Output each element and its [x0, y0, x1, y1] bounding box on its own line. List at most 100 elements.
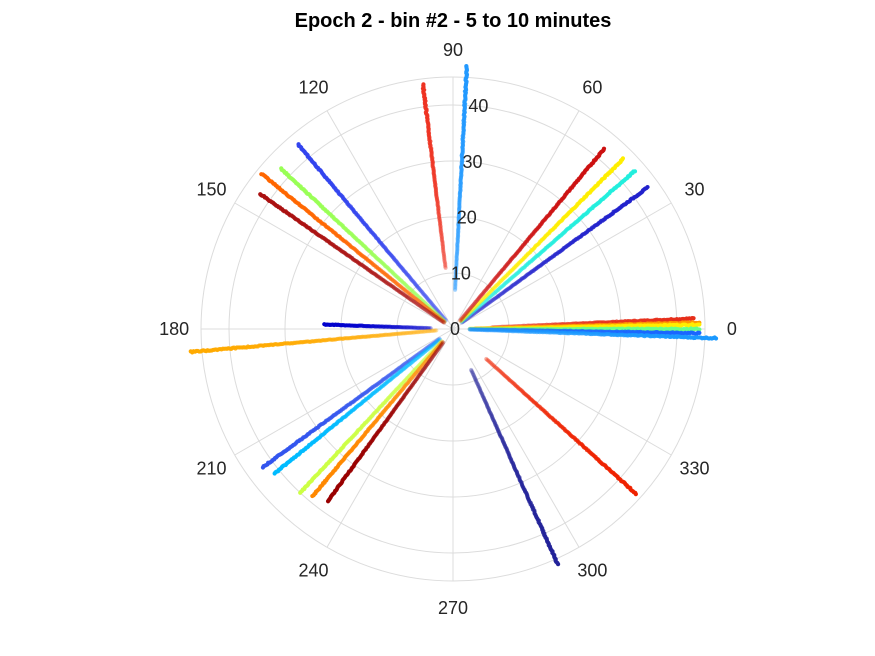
data-point: [418, 300, 423, 305]
data-point: [413, 281, 418, 287]
data-point: [439, 340, 444, 346]
data-point: [490, 328, 495, 333]
data-point: [476, 296, 481, 302]
data-point: [424, 363, 429, 368]
data-point: [467, 312, 473, 317]
data-point: [435, 343, 440, 348]
data-point: [495, 327, 500, 332]
data-point: [462, 318, 467, 323]
angle-tick-label: 300: [577, 561, 607, 581]
data-point: [463, 311, 468, 317]
data-point: [487, 294, 493, 299]
data-point: [506, 326, 512, 332]
data-point: [442, 258, 447, 264]
data-point: [515, 325, 520, 330]
data-point: [436, 309, 441, 314]
data-point: [713, 336, 719, 341]
data-point: [432, 351, 438, 357]
data-point: [473, 310, 478, 315]
data-point: [477, 327, 482, 332]
data-point: [491, 363, 496, 368]
data-point: [411, 368, 416, 373]
data-point: [490, 327, 495, 332]
data-point: [434, 346, 439, 351]
data-point: [478, 389, 483, 394]
data-point: [409, 288, 415, 293]
data-point: [486, 284, 492, 289]
data-point: [440, 339, 445, 344]
data-point: [419, 364, 424, 369]
data-point: [432, 341, 437, 347]
data-point: [495, 288, 500, 293]
data-point: [418, 350, 423, 355]
data-point: [455, 245, 460, 251]
data-point: [260, 465, 266, 470]
data-point: [439, 318, 444, 324]
data-point: [408, 292, 413, 297]
grid-spoke: [234, 328, 454, 456]
data-point: [483, 328, 488, 333]
data-point: [414, 353, 419, 358]
data-point: [505, 375, 510, 380]
data-point: [437, 337, 443, 342]
data-point: [460, 315, 465, 320]
data-point: [488, 328, 493, 333]
data-point: [426, 360, 431, 366]
data-point: [476, 383, 481, 388]
data-point: [504, 374, 509, 379]
data-point: [470, 312, 475, 318]
data-point: [481, 327, 486, 332]
data-point: [435, 308, 440, 313]
data-point: [441, 320, 446, 325]
data-point: [430, 302, 435, 307]
data-point: [482, 299, 487, 304]
data-point: [419, 360, 424, 365]
data-point: [504, 325, 509, 330]
grid-spoke: [452, 328, 580, 548]
data-point: [502, 325, 507, 330]
data-point: [418, 371, 423, 376]
data-point: [515, 328, 520, 333]
data-point: [296, 142, 301, 147]
data-point: [419, 289, 424, 294]
data-point: [473, 326, 478, 331]
data-point: [422, 361, 427, 366]
data-point: [454, 254, 459, 259]
data-point: [421, 291, 426, 296]
data-point: [438, 318, 443, 323]
data-point: [441, 318, 446, 323]
data-point: [416, 367, 421, 372]
data-point: [420, 359, 425, 364]
data-point: [430, 343, 435, 348]
data-point: [474, 303, 479, 308]
data-point: [511, 326, 516, 332]
data-point: [420, 351, 425, 356]
data-point: [419, 350, 424, 355]
data-point: [438, 341, 443, 347]
data-point: [492, 328, 498, 333]
data-point: [430, 348, 435, 353]
data-point: [476, 327, 481, 332]
data-point: [413, 366, 418, 371]
data-point: [473, 327, 478, 332]
data-point: [485, 404, 490, 410]
data-point: [487, 326, 492, 332]
data-point: [463, 315, 468, 321]
data-point: [480, 291, 485, 296]
data-point: [435, 345, 440, 350]
data-point: [488, 360, 493, 365]
data-point: [501, 372, 507, 378]
data-point: [497, 328, 502, 333]
data-point: [411, 355, 416, 360]
data-point: [298, 490, 303, 495]
data-point: [509, 327, 514, 333]
data-point: [421, 303, 426, 308]
data-point: [419, 301, 424, 306]
data-point: [508, 325, 513, 330]
data-point: [429, 328, 435, 333]
data-point: [470, 370, 475, 375]
data-point: [453, 279, 458, 284]
data-point: [485, 326, 491, 332]
data-point: [483, 298, 488, 303]
data-point: [485, 326, 491, 331]
